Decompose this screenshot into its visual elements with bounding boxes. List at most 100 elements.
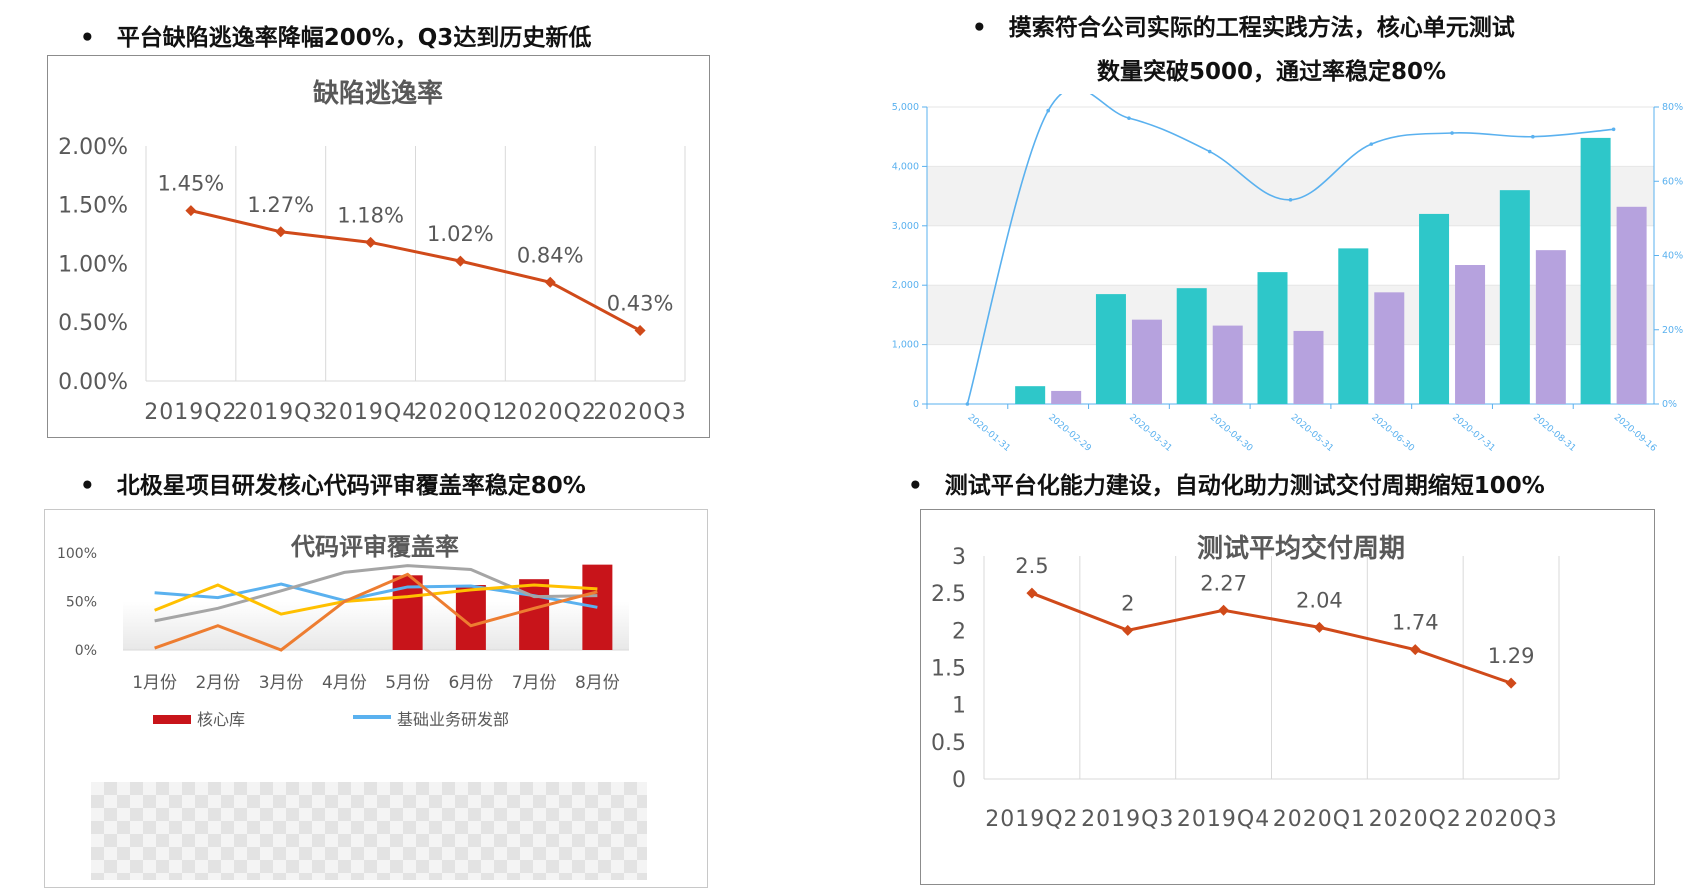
delivery-cycle-chart-frame: 测试平均交付周期 3 2.5 2 1.5 1 0.5 0 2019Q2 2019Q3 2019Q4 2…: [920, 509, 1655, 885]
y-tick-label: 1.5: [931, 656, 966, 681]
x-tick-label: 2020-08-31: [1531, 413, 1578, 454]
data-point-marker: [1505, 677, 1517, 689]
legend-swatch-core: [153, 715, 191, 724]
x-tick-label: 2019Q2: [144, 400, 237, 425]
chart-title: 代码评审覆盖率: [290, 533, 459, 561]
data-label: 1.29: [1488, 644, 1535, 668]
y-tick-label: 3: [952, 545, 966, 570]
series-line: [190, 209, 641, 332]
bar: [1455, 265, 1486, 404]
line-point: [1046, 108, 1050, 113]
bullet: •: [80, 473, 95, 499]
data-point-marker: [634, 324, 646, 336]
bar: [519, 579, 550, 650]
bar: [1131, 319, 1162, 404]
legend-label-core: 核心库: [197, 710, 245, 729]
legend-label-base: 基础业务研发部: [397, 710, 509, 729]
left-tick-label: 3,000: [892, 221, 919, 232]
x-tick-label: 2月份: [195, 673, 240, 693]
left-tick-label: 4,000: [892, 161, 919, 172]
line-point: [965, 402, 970, 406]
series-line: [1031, 591, 1512, 685]
bar: [1419, 213, 1450, 404]
y-tick-label: 0%: [75, 643, 97, 659]
right-tick-label: 40%: [1662, 251, 1683, 262]
bar: [1580, 137, 1611, 404]
x-tick-label: 4月份: [322, 673, 367, 693]
grid-band: [927, 285, 1654, 345]
y-tick-label: 0.50%: [58, 311, 128, 336]
left-tick-label: 2,000: [892, 280, 919, 291]
x-tick-label: 2020-03-31: [1127, 413, 1174, 454]
heading-text: 摸索符合公司实际的工程实践方法，核心单元测试: [1008, 15, 1515, 41]
y-tick-label: 0.00%: [58, 370, 128, 395]
bar: [1338, 248, 1369, 404]
data-label: 2.04: [1296, 588, 1343, 612]
series-line: [154, 572, 598, 652]
line-point: [1369, 142, 1374, 146]
line-point: [1531, 134, 1535, 139]
bar: [1374, 292, 1405, 404]
bar: [1015, 386, 1046, 404]
data-point-marker: [544, 276, 556, 288]
defect-escape-chart-frame: 缺陷逃逸率 2.00% 1.50% 1.00% 0.50% 0.00% 2019Q2 2019…: [47, 55, 710, 438]
x-tick-label: 3月份: [259, 673, 304, 693]
x-tick-label: 2020-07-31: [1450, 413, 1497, 454]
bar: [1293, 330, 1324, 404]
x-tick-label: 2019Q4: [1177, 807, 1270, 832]
x-tick-label: 6月份: [448, 673, 493, 693]
y-tick-label: 0.5: [931, 731, 966, 756]
bar: [1176, 288, 1207, 404]
data-point-marker: [185, 205, 197, 217]
legend-swatch-base: [353, 715, 391, 719]
data-label: 1.74: [1392, 611, 1439, 635]
bullet: •: [80, 25, 95, 51]
plot-area-gradient: [123, 601, 629, 650]
bullet: •: [972, 15, 987, 41]
y-tick-label: 50%: [66, 595, 97, 611]
x-tick-label: 2019Q2: [985, 807, 1078, 832]
heading-text: 测试平台化能力建设，自动化助力测试交付周期缩短100%: [944, 473, 1545, 499]
line-point: [1288, 198, 1293, 202]
x-tick-label: 2020Q1: [414, 400, 507, 425]
heading-text: 数量突破5000，通过率稳定80%: [1097, 59, 1447, 85]
bar: [1616, 206, 1647, 404]
legend-obscured-area: [91, 782, 647, 880]
y-tick-label: 1: [952, 694, 966, 719]
x-tick-label: 8月份: [575, 673, 620, 693]
line-point: [1127, 116, 1131, 120]
data-point-marker: [1218, 604, 1230, 616]
x-tick-label: 2020Q2: [504, 400, 597, 425]
bar: [1257, 272, 1288, 404]
bar: [1051, 390, 1082, 404]
bar: [1499, 190, 1530, 404]
data-label: 1.18%: [337, 203, 404, 227]
left-tick-label: 1,000: [892, 340, 919, 351]
y-tick-label: 2.5: [931, 582, 966, 607]
x-tick-label: 2020-01-31: [965, 413, 1012, 454]
y-tick-label: 1.00%: [58, 252, 128, 277]
line-point: [1207, 149, 1212, 154]
x-tick-label: 1月份: [132, 673, 177, 693]
y-tick-label: 100%: [57, 546, 97, 562]
bar: [1212, 325, 1243, 404]
heading-text: 北极星项目研发核心代码评审覆盖率稳定80%: [116, 473, 586, 499]
bullet: •: [908, 473, 923, 499]
heading-delivery-cycle: • 测试平台化能力建设，自动化助力测试交付周期缩短100%: [908, 466, 1545, 500]
code-review-chart: 代码评审覆盖率 100% 50% 0% 1月份 2月份 3月份 4月份 5月份 6月份 7月份 8月份…: [57, 533, 629, 729]
x-tick-label: 2020Q3: [1464, 807, 1557, 832]
heading-defect-escape: • 平台缺陷逃逸率降幅200%，Q3达到历史新低: [80, 18, 591, 52]
line-point: [1611, 127, 1616, 132]
chart-title: 测试平均交付周期: [1197, 533, 1405, 564]
data-point-marker: [1409, 644, 1421, 656]
x-tick-label: 2020Q3: [593, 400, 686, 425]
right-tick-label: 80%: [1662, 102, 1683, 113]
y-tick-label: 1.50%: [58, 194, 128, 219]
series-line: [154, 582, 598, 609]
series-line: [154, 583, 598, 616]
data-label: 2.27: [1200, 571, 1247, 595]
x-tick-label: 2020Q2: [1369, 807, 1462, 832]
x-tick-label: 2020-09-16: [1612, 413, 1659, 454]
pass-rate-line: [966, 94, 1614, 405]
heading-code-review: • 北极星项目研发核心代码评审覆盖率稳定80%: [80, 466, 586, 500]
